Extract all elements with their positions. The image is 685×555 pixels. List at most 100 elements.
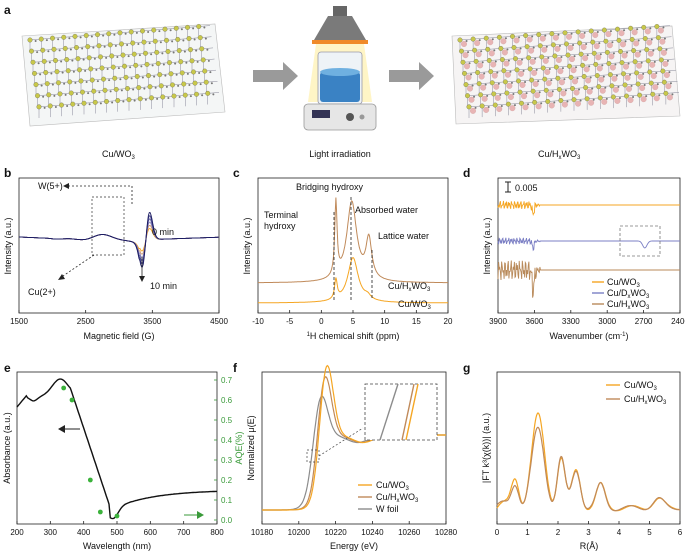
panel-f-xlabel: Energy (eV) xyxy=(330,541,378,551)
ir-cu-wo3-line xyxy=(497,200,680,217)
x-tick-label: 200 xyxy=(10,528,24,537)
legend-label: Cu/HxWO3 xyxy=(624,394,667,406)
panel-e-absorbance-curve xyxy=(16,378,217,520)
panel-c-nmr-curves xyxy=(258,197,448,304)
x-tick-label: 400 xyxy=(77,528,91,537)
x-tick-label: 1 xyxy=(525,528,530,537)
caption-cu-hxwo3: Cu/HxWO3 xyxy=(538,149,581,161)
epr-series-line xyxy=(19,212,219,268)
arrow-right-icon xyxy=(253,62,298,90)
y-tick-label: 0.4 xyxy=(221,436,233,445)
caption-cu-wo3: Cu/WO3 xyxy=(102,149,136,161)
x-tick-label: 2 xyxy=(556,528,561,537)
epr-series-line xyxy=(19,228,219,252)
panel-g-exafs-curves xyxy=(496,412,681,512)
y-tick-label: 0.1 xyxy=(221,496,233,505)
panel-d-ylabel: Intensity (a.u.) xyxy=(482,217,492,274)
annot-0min: 0 min xyxy=(152,227,174,237)
annot-bridging-hydroxy: Bridging hydroxy xyxy=(296,182,364,192)
x-tick-label: 3 xyxy=(586,528,591,537)
panel-c-label: c xyxy=(233,166,240,180)
curve-label-cu-wo3: Cu/WO3 xyxy=(398,299,432,311)
y-tick-label: 0.0 xyxy=(221,516,233,525)
panel-e-ylabel-left: Absorbance (a.u.) xyxy=(2,412,12,484)
caption-light-irradiation: Light irradiation xyxy=(309,149,371,159)
panel-b-ylabel: Intensity (a.u.) xyxy=(3,217,13,274)
legend-label: W foil xyxy=(376,504,399,514)
panel-b-xticks: 1500 2500 3500 4500 xyxy=(10,310,228,326)
x-tick-label: 600 xyxy=(144,528,158,537)
legend-label: Cu/WO3 xyxy=(624,380,658,392)
aqe-point xyxy=(87,477,93,483)
legend-label: Cu/HxWO3 xyxy=(607,299,650,311)
arrow-right-icon xyxy=(197,511,204,519)
x-tick-label: 700 xyxy=(177,528,191,537)
y-tick-label: 0.5 xyxy=(221,416,233,425)
y-tick-label: 0.3 xyxy=(221,456,233,465)
panel-f-plot-frame xyxy=(261,371,447,525)
curve-label-cu-hxwo3: Cu/HxWO3 xyxy=(388,281,431,293)
x-tick-label: 800 xyxy=(210,528,224,537)
x-tick-label: 15 xyxy=(412,317,421,326)
x-tick-label: 10240 xyxy=(361,528,384,537)
x-tick-label: 2500 xyxy=(77,317,95,326)
x-tick-label: 5 xyxy=(647,528,652,537)
legend-label: Cu/HxWO3 xyxy=(376,492,419,504)
panel-b-epr-curves xyxy=(19,212,219,268)
light-irradiation-setup-image xyxy=(303,6,377,131)
cu2-region-box xyxy=(91,196,125,256)
x-tick-label: 0 xyxy=(319,317,324,326)
panel-d-xticks: 3900 3600 3300 3000 2700 2400 xyxy=(489,310,685,326)
x-tick-label: 300 xyxy=(44,528,58,537)
x-tick-label: 10260 xyxy=(398,528,421,537)
x-tick-label: 4500 xyxy=(210,317,228,326)
scale-bar-label: 0.005 xyxy=(515,183,538,193)
panel-c-xticks: -10 -5 0 5 10 15 20 xyxy=(252,310,453,326)
x-tick-label: 0 xyxy=(495,528,500,537)
panel-b-label: b xyxy=(4,166,11,180)
aqe-point xyxy=(97,509,103,515)
epr-series-line xyxy=(19,224,219,255)
zoom-inset-box xyxy=(364,383,438,441)
x-tick-label: -5 xyxy=(286,317,294,326)
nmr-cu-wo3-line xyxy=(258,256,448,304)
epr-series-line xyxy=(19,215,219,265)
panel-f-label: f xyxy=(233,361,238,375)
exafs-cu-wo3-line xyxy=(496,412,680,512)
aqe-point xyxy=(61,385,67,391)
ir-cu-hxwo3-line xyxy=(497,260,680,298)
arrow-right-icon xyxy=(389,62,434,90)
x-tick-label: 2700 xyxy=(635,317,653,326)
panel-f-xticks: 10180 10200 10220 10240 10260 10280 xyxy=(251,521,458,537)
nmr-cu-hxwo3-line xyxy=(258,197,448,284)
panel-c-ylabel: Intensity (a.u.) xyxy=(242,217,252,274)
x-tick-label: 10280 xyxy=(435,528,458,537)
od-region-box xyxy=(619,225,661,257)
x-tick-label: 10200 xyxy=(288,528,311,537)
panel-g-xticks: 0 1 2 3 4 5 6 xyxy=(495,521,683,537)
panel-e-ylabel-right: AQE(%) xyxy=(234,431,244,464)
lattice-cu-wo3-image xyxy=(21,23,226,127)
panel-d-ir-curves xyxy=(497,200,680,298)
exafs-cu-hxwo3-line xyxy=(496,426,681,512)
panel-b-plot-frame xyxy=(18,177,220,314)
panel-b-xlabel: Magnetic field (G) xyxy=(83,331,154,341)
panel-e-ticks: 200 300 400 500 600 700 800 0.0 0.1 0.2 0.3 0.4 0.5 0… xyxy=(10,376,232,537)
panel-d-label: d xyxy=(463,166,470,180)
x-tick-label: 4 xyxy=(617,528,622,537)
panel-e-plot-frame xyxy=(16,371,218,525)
aqe-point xyxy=(69,397,75,403)
y-tick-label: 0.6 xyxy=(221,396,233,405)
annot-absorbed-water: Absorbed water xyxy=(355,205,418,215)
x-tick-label: 2400 xyxy=(671,317,685,326)
absorbance-line xyxy=(16,378,217,520)
x-tick-label: 5 xyxy=(351,317,356,326)
annot-10min: 10 min xyxy=(150,281,177,291)
aqe-point xyxy=(114,513,120,519)
x-tick-label: 20 xyxy=(444,317,453,326)
y-tick-label: 0.7 xyxy=(221,376,233,385)
x-tick-label: 10 xyxy=(380,317,389,326)
x-tick-label: -10 xyxy=(252,317,264,326)
